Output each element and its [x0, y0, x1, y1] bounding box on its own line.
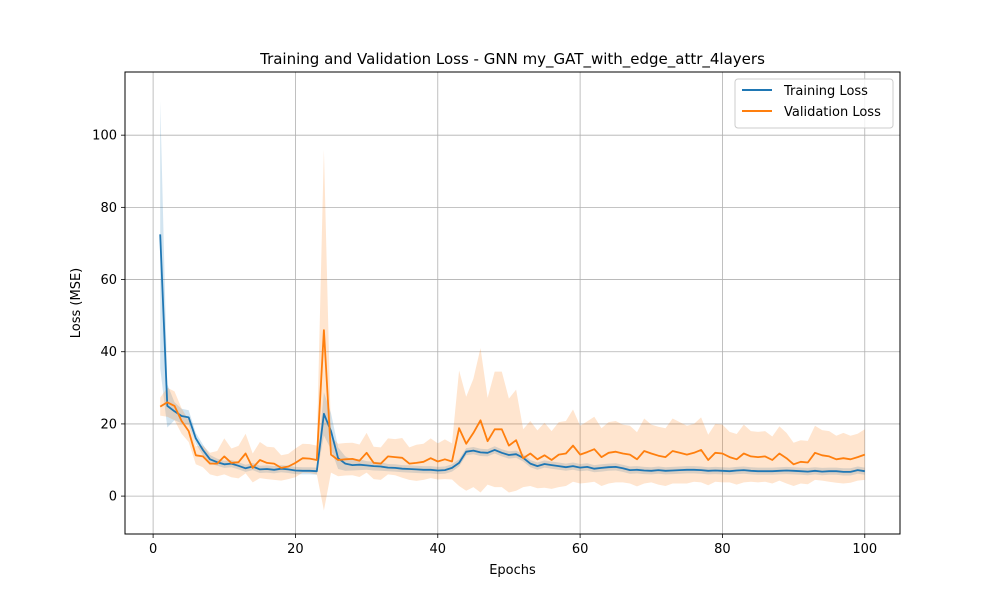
y-tick-label: 80	[100, 201, 117, 216]
x-tick-label: 20	[287, 542, 304, 557]
y-axis-label: Loss (MSE)	[69, 268, 84, 338]
y-axis-ticks: 0 20 40 60 80 100	[92, 129, 125, 505]
y-tick-label: 0	[109, 490, 117, 505]
grid-lines	[125, 72, 900, 534]
y-tick-label: 100	[92, 129, 117, 144]
chart-title: Training and Validation Loss - GNN my_GA…	[259, 50, 765, 69]
plot-area	[125, 72, 900, 534]
band-validation	[160, 149, 865, 511]
x-tick-label: 80	[714, 542, 731, 557]
line-training-loss	[159, 234, 865, 473]
x-tick-label: 0	[149, 542, 157, 557]
x-axis-label: Epochs	[489, 563, 536, 578]
line-validation-loss	[159, 329, 866, 469]
legend-box	[734, 78, 894, 129]
legend: Training Loss Validation Loss	[734, 78, 894, 129]
legend-label-validation: Validation Loss	[784, 105, 881, 120]
x-tick-label: 60	[572, 542, 589, 557]
plot-frame	[124, 71, 901, 535]
x-tick-label: 100	[852, 542, 877, 557]
y-tick-label: 60	[100, 273, 117, 288]
confidence-bands	[160, 100, 865, 511]
x-tick-label: 40	[430, 542, 447, 557]
y-tick-label: 20	[100, 417, 117, 432]
x-axis-ticks: 0 20 40 60 80 100	[149, 534, 877, 557]
y-tick-label: 40	[100, 345, 117, 360]
legend-label-training: Training Loss	[783, 84, 868, 99]
series-lines	[159, 234, 866, 473]
